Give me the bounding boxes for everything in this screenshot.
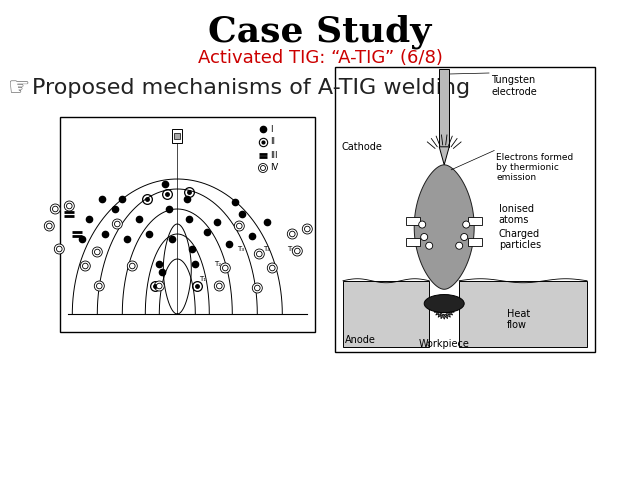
Circle shape [80,261,90,271]
Circle shape [287,229,298,239]
Polygon shape [439,147,449,165]
Bar [343,281,429,347]
Circle shape [216,283,222,289]
Circle shape [97,283,102,289]
Bar [60,117,315,332]
Circle shape [214,281,224,291]
Text: III: III [270,151,278,159]
Circle shape [115,221,120,227]
Text: I: I [270,124,273,133]
Circle shape [302,224,312,234]
Bar [406,217,420,225]
Circle shape [268,263,277,273]
Text: Anode: Anode [345,335,376,345]
Text: T₂: T₂ [214,261,221,267]
Bar [172,129,182,143]
Circle shape [252,283,262,293]
Circle shape [426,242,433,249]
Bar [468,217,482,225]
Circle shape [56,246,62,252]
Circle shape [44,221,54,231]
Polygon shape [414,165,474,289]
Circle shape [269,265,275,271]
Text: T₃: T₃ [237,246,244,252]
Text: T₄: T₄ [263,246,270,252]
Circle shape [51,204,60,214]
Text: T₁: T₁ [199,276,206,282]
Circle shape [260,166,266,170]
Circle shape [461,233,468,240]
Circle shape [129,263,135,269]
Circle shape [305,226,310,232]
Circle shape [64,201,74,211]
Text: Heat
flow: Heat flow [507,309,530,330]
Text: IV: IV [270,164,278,172]
Bar [468,238,482,246]
Circle shape [157,283,162,289]
Circle shape [83,263,88,269]
Circle shape [95,249,100,255]
Circle shape [420,233,428,240]
Circle shape [92,247,102,257]
Bar [406,238,420,246]
Circle shape [54,244,64,254]
Circle shape [257,251,262,257]
Text: II: II [270,137,275,146]
Circle shape [292,246,302,256]
Circle shape [154,281,164,291]
Bar [174,133,180,139]
Circle shape [127,261,138,271]
Text: Cathode: Cathode [341,142,382,152]
Circle shape [456,242,463,249]
Circle shape [259,164,268,172]
Text: Charged
particles: Charged particles [499,228,541,250]
Bar [439,69,449,147]
Circle shape [294,248,300,254]
Ellipse shape [424,295,464,312]
Bar [460,281,587,347]
Circle shape [94,281,104,291]
Circle shape [254,249,264,259]
Circle shape [234,221,244,231]
Text: Case Study: Case Study [209,15,431,49]
Circle shape [47,223,52,229]
Circle shape [289,231,295,237]
Text: Tungsten
electrode: Tungsten electrode [491,75,537,96]
Text: ☞: ☞ [8,76,30,100]
Circle shape [255,285,260,291]
Circle shape [419,221,426,228]
Circle shape [223,265,228,271]
Circle shape [112,219,122,229]
Circle shape [463,221,470,228]
Text: Activated TIG: “A-TIG” (6/8): Activated TIG: “A-TIG” (6/8) [198,49,442,67]
Text: Ionised
atoms: Ionised atoms [499,204,534,226]
Circle shape [237,223,242,229]
Circle shape [67,203,72,209]
Text: Electrons formed
by thermionic
emission: Electrons formed by thermionic emission [496,153,573,182]
Bar [335,67,595,352]
Circle shape [52,206,58,212]
Text: T₅: T₅ [287,246,294,252]
Text: Proposed mechanisms of A-TIG welding: Proposed mechanisms of A-TIG welding [32,78,470,98]
Circle shape [220,263,230,273]
Text: Workpiece: Workpiece [419,339,470,349]
